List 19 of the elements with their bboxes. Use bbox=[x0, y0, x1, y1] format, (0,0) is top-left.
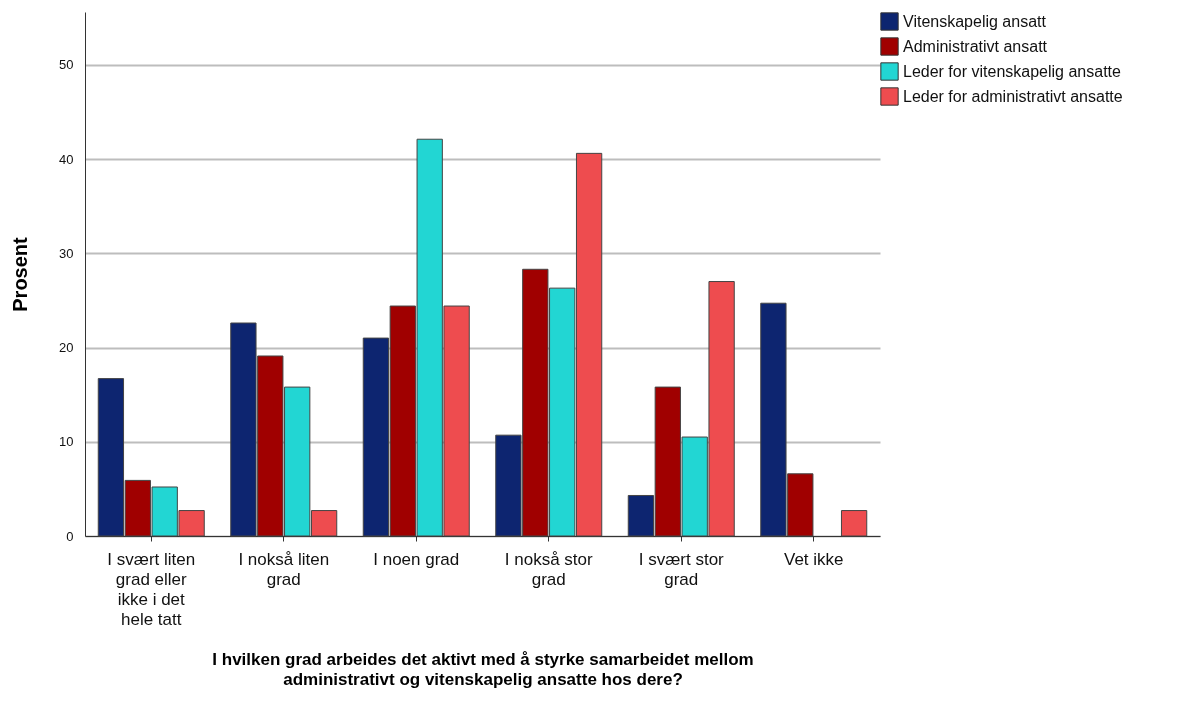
y-axis-title: Prosent bbox=[9, 236, 32, 312]
legend-label: Vitenskapelig ansatt bbox=[903, 12, 1047, 30]
x-axis-title: I hvilken grad arbeides det aktivt med å styrke samarbeidet mellom administrativt og vitenskapelig ansatte hos dere? bbox=[212, 649, 754, 689]
bar bbox=[840, 510, 868, 537]
x-tick-label: I svært liten grad eller ikke i det hele tatt bbox=[107, 549, 196, 629]
x-tick-label: I nokså stor grad bbox=[504, 549, 594, 589]
x-tick-label: I noen grad bbox=[373, 549, 460, 569]
y-tick-label: 40 bbox=[59, 151, 74, 167]
y-tick-label: 50 bbox=[59, 57, 74, 73]
x-tick-label: I svært stor grad bbox=[638, 549, 725, 589]
y-tick-label: 20 bbox=[59, 340, 74, 356]
y-tick-label: 30 bbox=[59, 245, 74, 261]
x-tick-label: I nokså liten grad bbox=[238, 549, 330, 589]
x-tick-label: Vet ikke bbox=[783, 549, 844, 569]
y-tick-label: 0 bbox=[66, 528, 74, 544]
legend-label: Leder for vitenskapelig ansatte bbox=[903, 62, 1122, 80]
y-tick-label: 10 bbox=[59, 434, 74, 450]
legend-label: Administrativt ansatt bbox=[903, 37, 1048, 55]
legend-label: Leder for administrativt ansatte bbox=[903, 87, 1123, 105]
